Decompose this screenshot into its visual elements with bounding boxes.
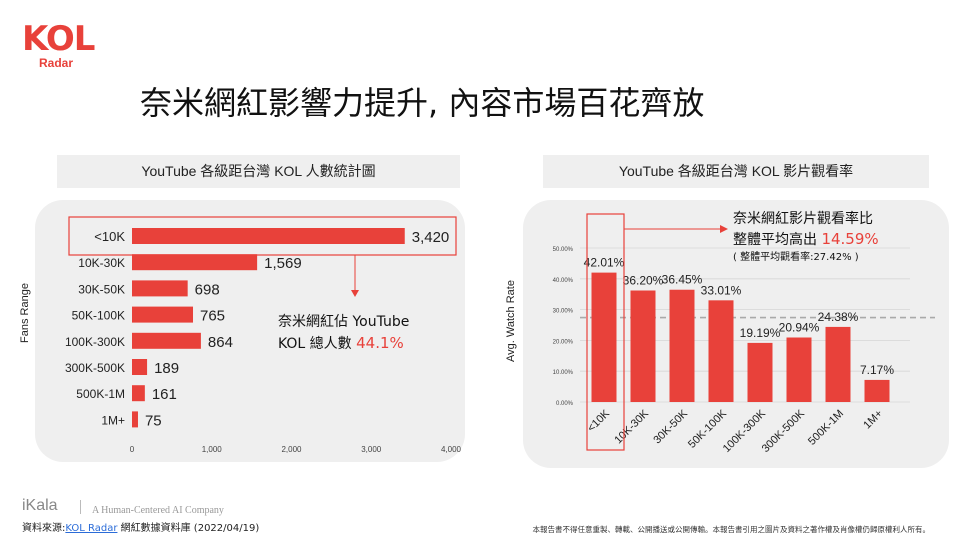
bar xyxy=(786,337,812,402)
category-label: 30K-50K xyxy=(651,407,690,446)
category-label: 1M+ xyxy=(861,408,885,432)
data-label: 24.38% xyxy=(818,310,859,324)
left-annotation-highlight: 44.1% xyxy=(356,334,404,352)
y-tick-label: 10.00% xyxy=(553,370,574,376)
category-label: 300K-500K xyxy=(760,407,808,455)
category-label: 1M+ xyxy=(101,413,125,427)
category-label: 10K-30K xyxy=(612,407,651,446)
annotation-arrowhead xyxy=(351,290,359,297)
footer-tagline: A Human-Centered AI Company xyxy=(92,505,224,516)
bar xyxy=(132,332,201,349)
right-annotation-line1: 奈米網紅影片觀看率比 xyxy=(733,211,873,227)
highlight-box xyxy=(68,216,457,256)
ikala-logo: iKala xyxy=(22,497,58,514)
highlight-box xyxy=(586,213,625,451)
category-label: <10K xyxy=(585,407,612,434)
x-tick-label: 4,000 xyxy=(441,445,462,454)
y-tick-label: 0.00% xyxy=(556,401,574,407)
left-panel-header: YouTube 各級距台灣 KOL 人數統計圖 xyxy=(57,155,460,188)
right-annotation: 奈米網紅影片觀看率比 整體平均高出 14.59% ( 整體平均觀看率:27.42… xyxy=(733,209,879,266)
data-label: 36.20% xyxy=(623,274,664,288)
data-label: 19.19% xyxy=(740,326,781,340)
bar xyxy=(825,326,851,402)
bar xyxy=(669,289,695,402)
source-suffix: 網紅數據資料庫 (2022/04/19) xyxy=(117,523,260,534)
right-annotation-highlight: 14.59% xyxy=(821,230,879,248)
left-annotation: 奈米網紅佔 YouTube KOL 總人數 44.1% xyxy=(278,312,409,355)
x-tick-label: 3,000 xyxy=(361,445,382,454)
right-annotation-line3: ( 整體平均觀看率:27.42% ) xyxy=(733,252,859,263)
left-annotation-line2: KOL 總人數 xyxy=(278,336,357,352)
data-label: 864 xyxy=(208,334,233,351)
bar xyxy=(132,411,138,428)
source-prefix: 資料來源: xyxy=(22,523,66,534)
bar xyxy=(864,379,890,402)
bar xyxy=(132,359,148,375)
page-title: 奈米網紅影響力提升, 內容市場百花齊放 xyxy=(140,84,705,122)
y-tick-label: 40.00% xyxy=(553,278,574,284)
data-label: 1,569 xyxy=(264,255,302,272)
data-label: 3,420 xyxy=(412,229,450,246)
footer-source: 資料來源:KOL Radar 網紅數據資料庫 (2022/04/19) xyxy=(22,519,259,534)
bar xyxy=(591,272,617,402)
bar xyxy=(132,280,188,297)
data-label: 189 xyxy=(154,360,179,377)
footer-divider xyxy=(80,500,81,514)
kol-radar-logo: KOL Radar xyxy=(22,22,102,74)
category-label: <10K xyxy=(94,229,125,244)
data-label: 20.94% xyxy=(779,321,820,335)
y-tick-label: 30.00% xyxy=(553,309,574,315)
data-label: 698 xyxy=(195,281,220,298)
x-tick-label: 1,000 xyxy=(202,445,223,454)
bar xyxy=(132,254,258,271)
category-label: 30K-50K xyxy=(78,282,125,296)
annotation-arrowhead xyxy=(720,225,728,233)
data-label: 75 xyxy=(145,412,162,429)
y-tick-label: 50.00% xyxy=(553,247,574,253)
category-label: 500K-1M xyxy=(76,387,125,401)
data-label: 7.17% xyxy=(860,363,894,377)
category-label: 100K-300K xyxy=(65,335,125,349)
right-panel-header: YouTube 各級距台灣 KOL 影片觀看率 xyxy=(543,155,929,188)
source-link[interactable]: KOL Radar xyxy=(65,523,118,534)
category-label: 300K-500K xyxy=(65,361,125,375)
x-tick-label: 0 xyxy=(130,445,135,454)
bar xyxy=(132,385,145,402)
data-label: 36.45% xyxy=(662,273,703,287)
data-label: 765 xyxy=(200,308,225,325)
logo-sub: Radar xyxy=(39,56,74,70)
data-label: 42.01% xyxy=(584,256,625,270)
data-label: 161 xyxy=(152,386,177,403)
bar xyxy=(132,228,405,244)
logo-mark: KOL xyxy=(22,19,95,59)
category-label: 10K-30K xyxy=(78,256,125,270)
bar xyxy=(747,342,773,402)
right-annotation-line2: 整體平均高出 xyxy=(733,232,822,248)
category-label: 50K-100K xyxy=(72,309,125,323)
bar xyxy=(630,290,656,402)
left-annotation-line1: 奈米網紅佔 YouTube xyxy=(278,314,410,330)
category-label: 500K-1M xyxy=(806,408,846,448)
bar xyxy=(132,306,194,323)
y-tick-label: 20.00% xyxy=(553,339,574,345)
copyright-note: 本報告書不得任意重製、轉載、公開播送或公開傳輸。本報告書引用之圖片及資料之著作權… xyxy=(532,525,931,534)
data-label: 33.01% xyxy=(701,283,742,297)
x-tick-label: 2,000 xyxy=(281,445,302,454)
bar xyxy=(708,300,734,402)
